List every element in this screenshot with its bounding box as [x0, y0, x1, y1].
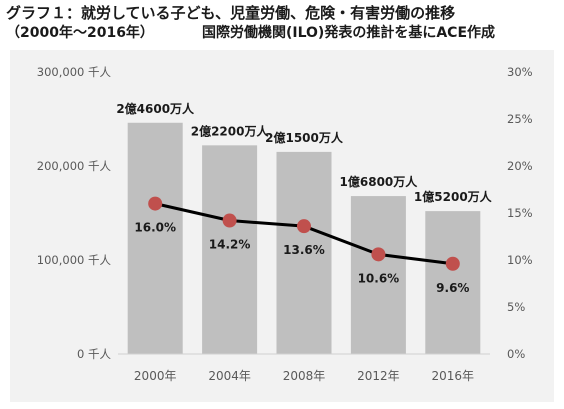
- bar-2012年: [350, 196, 406, 354]
- y-right-tick-label: 30%: [507, 65, 533, 79]
- chart-area: 0 千人 100,000 千人 200,000 千人 300,000 千人 0% 5% 10…: [10, 50, 554, 402]
- rate-point-2012年: [371, 247, 386, 262]
- rate-value-label: 10.6%: [358, 271, 400, 285]
- y-right-tick-label: 10%: [507, 253, 533, 267]
- combo-chart: 0 千人 100,000 千人 200,000 千人 300,000 千人 0% 5% 10…: [37, 65, 533, 383]
- y-right-tick-label: 25%: [507, 112, 533, 126]
- x-tick-label: 2008年: [283, 369, 326, 383]
- rate-point-2016年: [445, 256, 460, 271]
- chart-subtitle: （2000年～2016年） 国際労働機関(ILO)発表の推計を基にACE作成: [6, 22, 495, 42]
- y-left-tick-label: 100,000 千人: [37, 253, 112, 267]
- rate-point-2008年: [297, 219, 311, 234]
- chart-title: グラフ１：就労している子ども、児童労働、危険・有害労働の推移: [6, 4, 456, 22]
- x-tick-label: 2016年: [432, 369, 475, 383]
- x-tick-label: 2012年: [357, 369, 400, 383]
- rate-point-2000年: [148, 196, 163, 211]
- bar-value-label: 2億2200万人: [191, 123, 270, 138]
- y-right-tick-label: 15%: [507, 206, 533, 220]
- chart-period: （2000年～2016年）: [6, 25, 154, 41]
- y-left-tick-label: 200,000 千人: [37, 159, 112, 173]
- bar-2008年: [276, 151, 332, 354]
- rate-point-2004年: [222, 213, 237, 228]
- bar-2004年: [202, 145, 258, 354]
- y-right-tick-label: 0%: [507, 347, 525, 361]
- rate-value-label: 16.0%: [134, 221, 176, 235]
- y-left-tick-label: 300,000 千人: [37, 65, 112, 79]
- x-tick-label: 2004年: [208, 369, 251, 383]
- bar-2016年: [425, 211, 481, 354]
- y-left-tick-label: 0 千人: [77, 347, 111, 361]
- bar-value-label: 2億4600万人: [116, 101, 195, 116]
- y-right-tick-label: 20%: [507, 159, 533, 173]
- rate-value-label: 9.6%: [436, 281, 469, 295]
- y-right-tick-label: 5%: [507, 300, 525, 314]
- rate-value-label: 13.6%: [283, 243, 325, 257]
- rate-value-label: 14.2%: [209, 238, 251, 252]
- x-tick-label: 2000年: [134, 369, 177, 383]
- bar-value-label: 1億6800万人: [340, 174, 419, 189]
- chart-source: 国際労働機関(ILO)発表の推計を基にACE作成: [202, 25, 496, 41]
- bar-value-label: 2億1500万人: [265, 130, 344, 145]
- bar-value-label: 1億5200万人: [414, 189, 493, 204]
- bar-2000年: [127, 122, 183, 354]
